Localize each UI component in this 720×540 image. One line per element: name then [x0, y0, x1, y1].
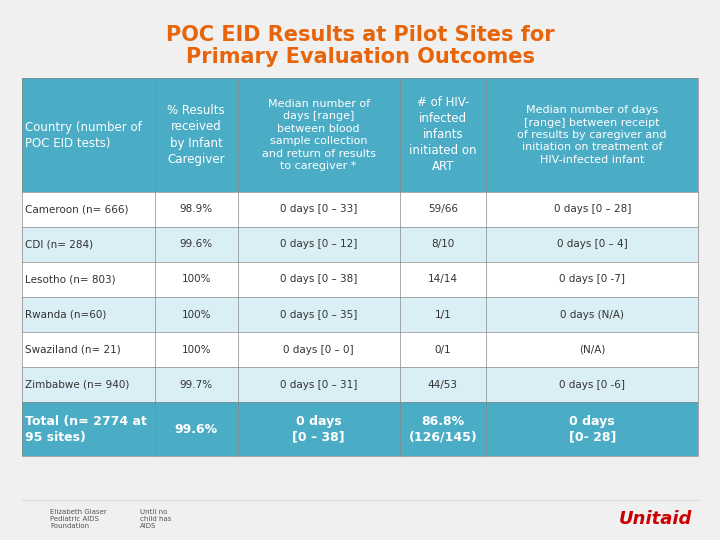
- Text: 0 days [0 – 12]: 0 days [0 – 12]: [280, 239, 357, 249]
- Text: Country (number of
POC EID tests): Country (number of POC EID tests): [25, 120, 142, 150]
- Text: CDI (n= 284): CDI (n= 284): [25, 239, 94, 249]
- Text: 86.8%
(126/145): 86.8% (126/145): [408, 415, 477, 444]
- FancyBboxPatch shape: [22, 192, 698, 227]
- Text: # of HIV-
infected
infants
initiated on
ART: # of HIV- infected infants initiated on …: [409, 97, 477, 173]
- Text: Rwanda (n=60): Rwanda (n=60): [25, 309, 107, 320]
- Text: POC EID Results at Pilot Sites for: POC EID Results at Pilot Sites for: [166, 25, 554, 45]
- Text: Total (n= 2774 at
95 sites): Total (n= 2774 at 95 sites): [25, 415, 147, 444]
- Text: 0 days
[0 – 38]: 0 days [0 – 38]: [292, 415, 345, 444]
- FancyBboxPatch shape: [22, 367, 698, 402]
- Text: 100%: 100%: [181, 274, 211, 285]
- Text: 14/14: 14/14: [428, 274, 458, 285]
- Text: 1/1: 1/1: [434, 309, 451, 320]
- Text: 0 days [0 – 31]: 0 days [0 – 31]: [280, 380, 357, 390]
- Text: 0 days [0 -6]: 0 days [0 -6]: [559, 380, 625, 390]
- Text: 0 days [0 – 0]: 0 days [0 – 0]: [283, 345, 354, 355]
- Text: Until no
child has
AIDS: Until no child has AIDS: [140, 509, 172, 530]
- Text: 0 days
[0- 28]: 0 days [0- 28]: [569, 415, 616, 444]
- Text: Lesotho (n= 803): Lesotho (n= 803): [25, 274, 116, 285]
- Text: 59/66: 59/66: [428, 204, 458, 214]
- Text: 0 days [0 -7]: 0 days [0 -7]: [559, 274, 625, 285]
- Text: 0/1: 0/1: [434, 345, 451, 355]
- Text: 0 days [0 – 35]: 0 days [0 – 35]: [280, 309, 357, 320]
- Text: 99.6%: 99.6%: [175, 423, 217, 436]
- Text: 44/53: 44/53: [428, 380, 458, 390]
- FancyBboxPatch shape: [22, 332, 698, 367]
- FancyBboxPatch shape: [22, 402, 698, 456]
- Text: 0 days [0 – 4]: 0 days [0 – 4]: [557, 239, 628, 249]
- Text: 100%: 100%: [181, 345, 211, 355]
- FancyBboxPatch shape: [22, 227, 698, 262]
- FancyBboxPatch shape: [22, 78, 698, 192]
- Text: 99.6%: 99.6%: [179, 239, 213, 249]
- Text: (N/A): (N/A): [579, 345, 606, 355]
- Text: 0 days [0 – 38]: 0 days [0 – 38]: [280, 274, 357, 285]
- Text: Median number of days
[range] between receipt
of results by caregiver and
initia: Median number of days [range] between re…: [518, 105, 667, 165]
- Text: % Results
received
by Infant
Caregiver: % Results received by Infant Caregiver: [167, 105, 225, 165]
- Text: Zimbabwe (n= 940): Zimbabwe (n= 940): [25, 380, 130, 390]
- Text: Unitaid: Unitaid: [618, 510, 692, 529]
- Text: 100%: 100%: [181, 309, 211, 320]
- Text: Median number of
days [range]
between blood
sample collection
and return of resu: Median number of days [range] between bl…: [261, 99, 376, 171]
- Text: 99.7%: 99.7%: [179, 380, 213, 390]
- Text: 0 days [0 – 33]: 0 days [0 – 33]: [280, 204, 357, 214]
- Text: 0 days [0 – 28]: 0 days [0 – 28]: [554, 204, 631, 214]
- Text: 0 days (N/A): 0 days (N/A): [560, 309, 624, 320]
- Text: Swaziland (n= 21): Swaziland (n= 21): [25, 345, 121, 355]
- FancyBboxPatch shape: [22, 297, 698, 332]
- Text: Cameroon (n= 666): Cameroon (n= 666): [25, 204, 129, 214]
- Text: 98.9%: 98.9%: [179, 204, 213, 214]
- Text: 8/10: 8/10: [431, 239, 454, 249]
- Text: Primary Evaluation Outcomes: Primary Evaluation Outcomes: [186, 46, 534, 67]
- Text: Elizabeth Glaser
Pediatric AIDS
Foundation: Elizabeth Glaser Pediatric AIDS Foundati…: [50, 509, 107, 530]
- FancyBboxPatch shape: [22, 262, 698, 297]
